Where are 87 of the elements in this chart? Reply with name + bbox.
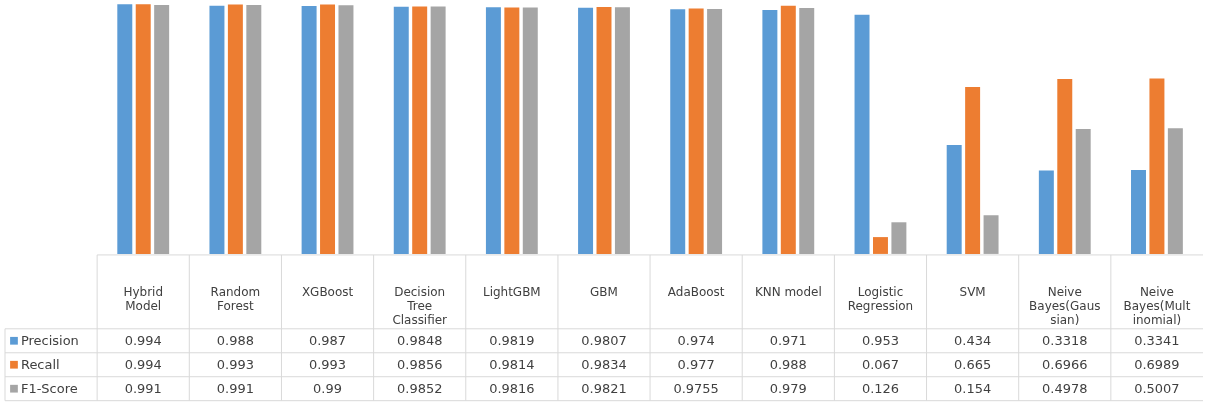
bar — [485, 7, 501, 254]
bar — [688, 8, 704, 254]
data-label: 0.9755 — [673, 380, 719, 396]
bar — [246, 5, 262, 254]
data-label: 0.993 — [216, 356, 254, 372]
x-tick-label: Hybrid Model — [123, 284, 163, 313]
data-label: 0.5007 — [1134, 380, 1180, 396]
data-label: 0.3341 — [1134, 332, 1180, 348]
bar — [1057, 79, 1073, 254]
data-label: 0.9807 — [581, 332, 627, 348]
data-label: 0.9834 — [581, 356, 627, 372]
data-label: 0.9852 — [396, 380, 443, 396]
data-label: 0.953 — [861, 332, 900, 348]
bar — [412, 6, 428, 254]
data-label: 0.9821 — [581, 380, 627, 396]
x-tick-label: KNN model — [754, 284, 822, 299]
bar — [854, 14, 870, 254]
x-tick-label: XGBoost — [301, 284, 354, 299]
bar — [762, 10, 778, 254]
data-label: 0.6966 — [1042, 356, 1088, 372]
bar — [209, 5, 225, 254]
bar — [596, 6, 612, 254]
bar — [780, 5, 796, 254]
data-label: 0.994 — [124, 356, 162, 372]
bar — [872, 237, 888, 254]
data-label: 0.9819 — [489, 332, 535, 348]
bar — [320, 4, 336, 254]
bar — [946, 144, 962, 254]
legend-label: F1-Score — [20, 380, 78, 396]
x-tick-label: Logistic Regression — [847, 284, 914, 313]
bar — [338, 5, 354, 254]
bar — [227, 4, 243, 254]
bar — [578, 7, 594, 254]
data-label: 0.9816 — [489, 380, 535, 396]
legend-label: Precision — [20, 332, 79, 348]
x-tick-label: GBM — [590, 284, 618, 299]
data-label: 0.6989 — [1134, 356, 1180, 372]
bar — [799, 8, 815, 254]
bar — [430, 6, 446, 254]
data-label: 0.4978 — [1042, 380, 1088, 396]
x-tick-label: Random Forest — [210, 284, 261, 313]
bar — [504, 7, 520, 254]
bar — [614, 7, 630, 254]
data-label: 0.9814 — [489, 356, 535, 372]
bar — [1149, 78, 1165, 254]
bar — [891, 222, 907, 254]
data-label: 0.991 — [216, 380, 254, 396]
data-label: 0.991 — [124, 380, 162, 396]
legend-label: Recall — [20, 356, 60, 372]
bar — [707, 8, 723, 254]
bar — [522, 7, 538, 254]
bar — [1167, 128, 1183, 254]
x-tick-label: SVM — [959, 284, 986, 299]
x-tick-label: LightGBM — [483, 284, 541, 299]
x-tick-label: Neive Bayes(Multinomial) — [1123, 284, 1191, 327]
data-label: 0.993 — [308, 356, 347, 372]
data-label: 0.988 — [769, 356, 807, 372]
data-label: 0.154 — [954, 380, 992, 396]
data-label: 0.979 — [769, 380, 807, 396]
data-label: 0.99 — [313, 380, 342, 396]
data-label: 0.971 — [769, 332, 807, 348]
data-label: 0.434 — [954, 332, 992, 348]
bar — [154, 5, 170, 254]
data-label: 0.994 — [124, 332, 162, 348]
data-label: 0.9848 — [396, 332, 443, 348]
bar — [1131, 170, 1146, 254]
data-label: 0.067 — [861, 356, 900, 372]
data-label: 0.9856 — [396, 356, 443, 372]
data-label: 0.665 — [954, 356, 992, 372]
x-tick-label: Decision Tree Classifier — [392, 284, 448, 327]
bar — [670, 9, 686, 254]
bar — [117, 4, 133, 254]
bar — [965, 86, 981, 254]
data-label: 0.3318 — [1042, 332, 1088, 348]
bar — [1038, 170, 1054, 254]
data-label: 0.977 — [677, 356, 715, 372]
bar — [983, 215, 999, 254]
data-label: 0.126 — [861, 380, 900, 396]
bar — [135, 4, 151, 254]
data-label: 0.988 — [216, 332, 254, 348]
bar — [393, 6, 409, 254]
x-tick-label: AdaBoost — [667, 284, 725, 299]
x-tick-label: Neive Bayes(Gaussian) — [1029, 284, 1101, 327]
bar — [301, 6, 317, 254]
data-label: 0.987 — [308, 332, 347, 348]
bar — [1075, 128, 1091, 254]
data-label: 0.974 — [677, 332, 715, 348]
